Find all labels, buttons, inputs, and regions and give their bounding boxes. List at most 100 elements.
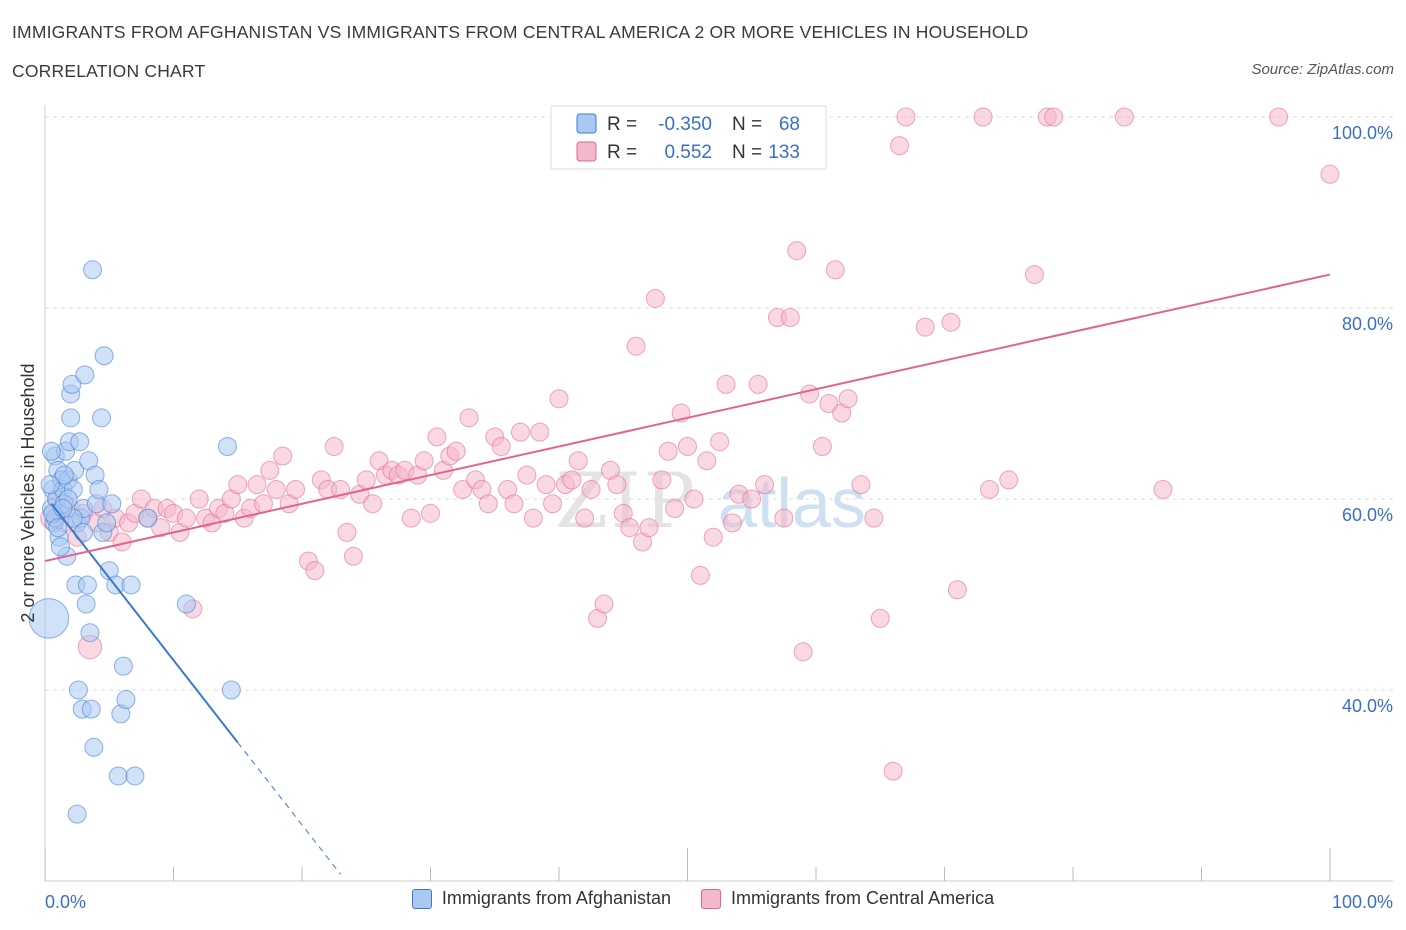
chart-title: IMMIGRANTS FROM AFGHANISTAN VS IMMIGRANT…: [12, 22, 1029, 42]
central-america-point-81: [568, 451, 588, 471]
legend-n-value-1: 68: [779, 114, 800, 135]
central-america-point-126: [890, 136, 910, 156]
central-america-points: [40, 107, 1340, 781]
central-america-point-69: [491, 436, 511, 456]
afghanistan-point-48: [113, 656, 133, 676]
legend-n-label-1: N =: [732, 114, 762, 135]
legend-n-label-2: N =: [732, 142, 762, 163]
afghanistan-point-0: [28, 598, 70, 639]
central-america-point-83: [581, 479, 601, 499]
central-america-point-134: [1024, 265, 1044, 285]
afghanistan-point-39: [92, 408, 112, 428]
central-america-point-113: [787, 241, 807, 261]
x-tick-label-max: 100.0%: [1332, 892, 1393, 912]
watermark-atlas: atlas: [718, 464, 866, 542]
central-america-point-95: [658, 441, 678, 461]
afghanistan-point-63: [48, 518, 68, 538]
central-america-point-49: [363, 494, 383, 514]
central-america-point-114: [793, 642, 813, 662]
central-america-point-82: [575, 508, 595, 528]
central-america-point-102: [703, 527, 723, 547]
central-america-point-105: [722, 513, 742, 533]
central-america-point-130: [947, 580, 967, 600]
central-america-point-40: [305, 561, 325, 581]
legend-r-label-1: R =: [607, 114, 637, 135]
afghanistan-point-41: [94, 346, 114, 366]
afghanistan-point-60: [41, 441, 61, 461]
central-america-point-103: [710, 432, 730, 452]
afghanistan-point-51: [125, 766, 145, 786]
bottom-legend-swatch-afghanistan: [411, 888, 432, 909]
chart-subtitle: CORRELATION CHART: [12, 61, 206, 81]
legend-swatch-afghanistan: [576, 113, 597, 134]
y-axis-label: 2 or more Vehicles in Household: [18, 363, 38, 622]
central-america-point-72: [510, 422, 530, 442]
central-america-point-108: [748, 374, 768, 394]
afghanistan-trend-extension: [237, 742, 341, 875]
central-america-point-136: [1044, 107, 1064, 127]
afghanistan-point-16: [61, 408, 81, 428]
afghanistan-point-49: [116, 690, 136, 710]
afghanistan-point-38: [89, 479, 109, 499]
bottom-legend: Immigrants from Afghanistan Immigrants f…: [0, 888, 1406, 909]
central-america-point-124: [870, 608, 890, 628]
central-america-point-57: [414, 451, 434, 471]
central-america-point-119: [825, 260, 845, 280]
central-america-point-99: [684, 489, 704, 509]
y-tick-label-3: 100.0%: [1332, 123, 1393, 143]
central-america-point-48: [356, 470, 376, 490]
central-america-point-127: [896, 107, 916, 127]
afghanistan-point-32: [80, 623, 100, 643]
central-america-point-94: [652, 470, 672, 490]
central-america-point-89: [620, 518, 640, 538]
central-america-point-62: [446, 441, 466, 461]
central-america-point-58: [421, 503, 440, 523]
central-america-point-100: [690, 565, 710, 585]
trend-lines: [44, 273, 1331, 875]
y-tick-labels: 40.0% 60.0% 80.0% 100.0%: [1332, 123, 1393, 716]
y-tick-label-2: 80.0%: [1342, 314, 1393, 334]
afghanistan-point-35: [84, 737, 104, 757]
central-america-point-93: [645, 288, 665, 308]
afghanistan-point-53: [50, 537, 70, 557]
central-america-point-125: [883, 761, 903, 781]
legend-swatch-central-america: [576, 141, 597, 162]
bottom-legend-label-afghanistan: Immigrants from Afghanistan: [441, 888, 672, 908]
central-america-point-78: [549, 389, 569, 409]
central-america-point-132: [979, 479, 999, 499]
central-america-trend-line: [44, 273, 1331, 563]
central-america-point-77: [543, 494, 563, 514]
afghanistan-point-42: [97, 513, 117, 533]
central-america-point-71: [504, 494, 524, 514]
bottom-legend-swatch-central-america: [701, 888, 722, 909]
afghanistan-trend-line: [50, 503, 239, 744]
central-america-point-73: [517, 465, 537, 485]
central-america-point-17: [151, 518, 171, 538]
afghanistan-point-24: [70, 432, 90, 452]
central-america-point-67: [478, 494, 498, 514]
central-america-point-121: [838, 389, 858, 409]
central-america-point-104: [716, 374, 736, 394]
central-america-point-107: [742, 489, 762, 509]
afghanistan-point-18: [62, 374, 82, 394]
central-america-point-118: [819, 394, 839, 413]
x-tick-label-min: 0.0%: [45, 892, 86, 912]
afghanistan-point-50: [121, 575, 141, 595]
afghanistan-point-33: [81, 699, 101, 719]
central-america-point-59: [427, 427, 447, 447]
bottom-legend-central-america: Immigrants from Central America: [701, 888, 994, 909]
grid-lines: [45, 116, 1393, 691]
central-america-point-137: [1114, 107, 1134, 127]
central-america-point-32: [247, 475, 267, 495]
central-america-point-29: [228, 475, 248, 495]
afghanistan-points: [28, 260, 241, 824]
central-america-point-112: [780, 308, 800, 328]
central-america-point-122: [851, 475, 871, 495]
central-america-point-46: [343, 546, 363, 566]
afghanistan-point-29: [76, 594, 96, 614]
central-america-point-92: [639, 518, 659, 538]
central-america-point-98: [678, 436, 697, 456]
central-america-point-123: [864, 508, 884, 528]
central-america-point-109: [755, 475, 775, 495]
